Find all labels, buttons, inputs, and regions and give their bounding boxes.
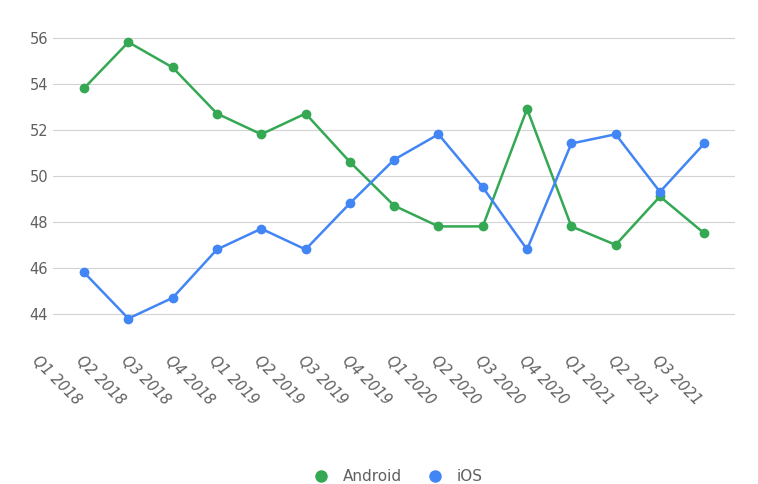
iOS	[478, 184, 487, 190]
Android	[124, 39, 133, 45]
Line: iOS: iOS	[80, 130, 709, 323]
iOS	[656, 189, 665, 195]
Android	[700, 230, 709, 236]
iOS	[434, 131, 443, 137]
iOS	[301, 246, 310, 252]
Android	[80, 85, 89, 91]
Android	[656, 194, 665, 199]
iOS	[700, 140, 709, 146]
iOS	[124, 316, 133, 321]
Android	[168, 64, 177, 70]
iOS	[168, 295, 177, 301]
Android	[567, 224, 576, 229]
Android	[522, 106, 531, 112]
iOS	[567, 140, 576, 146]
iOS	[346, 200, 355, 206]
Android	[301, 111, 310, 117]
iOS	[80, 270, 89, 275]
iOS	[611, 131, 620, 137]
Android	[434, 224, 443, 229]
Android	[478, 224, 487, 229]
Line: Android: Android	[80, 38, 709, 249]
Android	[257, 131, 266, 137]
Android	[611, 242, 620, 248]
iOS	[522, 246, 531, 252]
Android	[346, 159, 355, 165]
Legend: Android, iOS: Android, iOS	[299, 463, 489, 484]
iOS	[257, 226, 266, 232]
iOS	[212, 246, 221, 252]
Android	[390, 203, 399, 209]
Android	[212, 111, 221, 117]
iOS	[390, 157, 399, 163]
